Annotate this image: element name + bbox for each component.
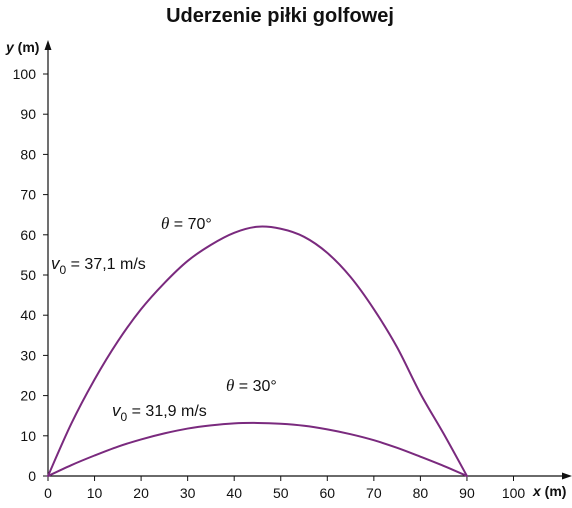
v-symbol: v: [112, 401, 122, 420]
angle-value: = 70°: [169, 216, 211, 233]
x-tick-label: 60: [320, 485, 336, 501]
y-tick-label: 0: [28, 468, 36, 484]
y-tick-label: 90: [20, 106, 36, 122]
chart-title: Uderzenie piłki golfowej: [166, 5, 394, 27]
y-axis-arrow-icon: [44, 40, 52, 50]
y-tick-label: 40: [20, 307, 36, 323]
y-axis-unit: (m): [14, 39, 40, 55]
y-axis-variable: y: [5, 39, 15, 55]
x-tick-label: 100: [502, 485, 526, 501]
trajectory-70deg: [47, 225, 468, 477]
trajectory-30deg: [47, 421, 468, 477]
x-axis-arrow-icon: [562, 472, 572, 480]
y-tick-label: 80: [20, 146, 36, 162]
y-tick-label: 100: [13, 66, 37, 82]
x-tick-label: 40: [226, 485, 242, 501]
y-axis-ticks: 0 10 20 30 40 50 60 70 80 90 100: [13, 66, 48, 484]
x-tick-label: 90: [459, 485, 475, 501]
annotation-speed-37: v0 = 37,1 m/s: [51, 254, 146, 277]
speed-value: = 37,1 m/s: [66, 256, 146, 273]
x-tick-label: 70: [366, 485, 382, 501]
x-axis-ticks: 0 10 20 30 40 50 60 70 80 90 100: [44, 476, 525, 501]
y-tick-label: 50: [20, 267, 36, 283]
x-tick-label: 50: [273, 485, 289, 501]
theta-symbol: θ: [161, 214, 169, 233]
x-axis-label: x (m): [532, 483, 566, 499]
speed-value: = 31,9 m/s: [127, 403, 207, 420]
x-tick-label: 80: [413, 485, 429, 501]
x-tick-label: 0: [44, 485, 52, 501]
y-tick-label: 60: [20, 227, 36, 243]
trajectory-series: [47, 225, 468, 477]
y-tick-label: 20: [20, 388, 36, 404]
x-tick-label: 30: [180, 485, 196, 501]
y-tick-label: 10: [20, 428, 36, 444]
v-subscript: 0: [60, 263, 67, 277]
x-tick-label: 20: [133, 485, 149, 501]
annotation-speed-31: v0 = 31,9 m/s: [112, 401, 207, 424]
x-tick-label: 10: [87, 485, 103, 501]
theta-symbol: θ: [226, 376, 234, 395]
annotation-angle-70: θ = 70°: [161, 214, 212, 233]
y-axis-label: y (m): [5, 39, 39, 55]
x-axis-variable: x: [532, 483, 542, 499]
annotation-angle-30: θ = 30°: [226, 376, 277, 395]
x-axis-unit: (m): [541, 483, 567, 499]
angle-value: = 30°: [234, 378, 276, 395]
y-tick-label: 30: [20, 347, 36, 363]
v-subscript: 0: [121, 410, 128, 424]
v-symbol: v: [51, 254, 61, 273]
y-tick-label: 70: [20, 187, 36, 203]
